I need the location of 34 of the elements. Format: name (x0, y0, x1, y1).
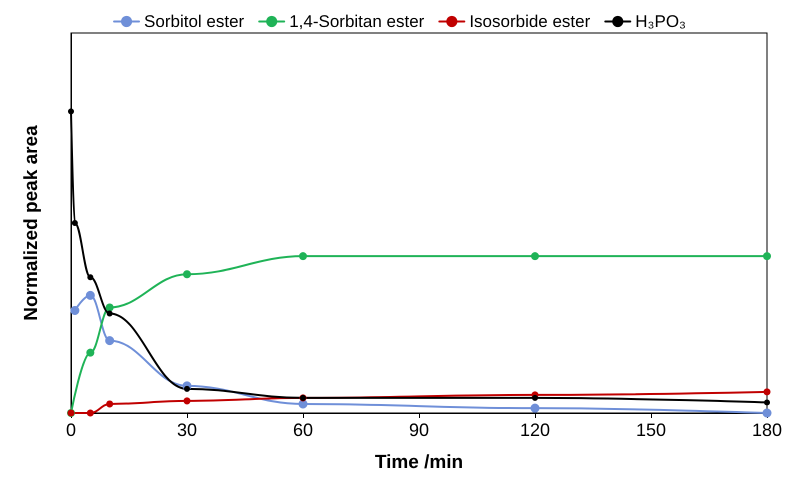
x-tick-label: 180 (752, 420, 782, 440)
point (68, 108, 74, 114)
point (105, 336, 114, 346)
legend-label: Sorbitol ester (144, 12, 245, 31)
legend-label: 1,4-Sorbitan ester (289, 12, 425, 31)
point (106, 400, 114, 408)
x-tick-label: 150 (636, 420, 666, 440)
point (299, 252, 307, 260)
x-tick-label: 60 (292, 420, 314, 440)
point (87, 274, 94, 280)
x-axis-title: Time /min (374, 452, 464, 473)
point (764, 388, 770, 396)
legend-label: Isosorbide ester (469, 12, 591, 31)
x-tick-label: 0 (66, 420, 76, 440)
point (531, 252, 539, 260)
point (532, 394, 538, 401)
point (70, 306, 80, 315)
point (184, 397, 190, 404)
point (106, 303, 114, 312)
point (106, 310, 113, 316)
point (86, 410, 94, 416)
point (183, 270, 191, 278)
point (763, 252, 771, 260)
point (86, 348, 94, 357)
x-tick-label: 30 (176, 420, 198, 440)
x-tick-label: 120 (520, 420, 550, 440)
y-axis-title: Normalized peak area (21, 124, 42, 321)
legend-label: H₃PO₃ (635, 12, 686, 31)
point (72, 220, 78, 226)
point (184, 386, 190, 392)
point (764, 399, 770, 406)
point (530, 404, 540, 413)
x-tick-label: 90 (408, 420, 430, 440)
point (86, 290, 95, 300)
